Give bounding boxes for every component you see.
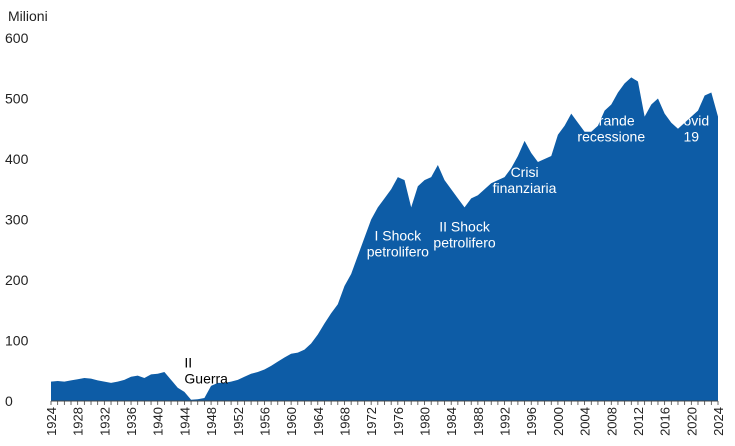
- event-annotation: Covid 19: [673, 113, 709, 145]
- x-tick-label: 2020: [684, 407, 699, 436]
- event-annotation: Crisi finanziaria: [493, 164, 557, 196]
- y-tick-label: 400: [5, 151, 29, 167]
- event-annotation: II Guerra: [184, 355, 228, 387]
- x-tick-label: 2012: [631, 407, 646, 436]
- y-axis-unit-label: Milioni: [8, 8, 48, 24]
- x-tick-label: 2004: [578, 407, 593, 436]
- y-axis: 0 100 200 300 400 500 600: [5, 30, 29, 409]
- event-annotation: II Shock petrolifero: [433, 219, 495, 251]
- x-tick-label: 1968: [337, 407, 352, 436]
- x-tick-label: 1992: [498, 407, 513, 436]
- x-tick-label: 1924: [44, 407, 59, 436]
- x-tick-label: 1988: [471, 407, 486, 436]
- x-tick-label: 2024: [711, 407, 726, 436]
- y-tick-label: 0: [5, 393, 13, 409]
- plot-area: [51, 77, 718, 401]
- series-area: [51, 77, 718, 401]
- x-tick-label: 2000: [551, 407, 566, 436]
- x-tick-label: 1964: [311, 407, 326, 436]
- x-tick-label: 1980: [418, 407, 433, 436]
- x-tick-label: 1952: [231, 407, 246, 436]
- x-tick-label: 1976: [391, 407, 406, 436]
- x-tick-label: 1984: [444, 407, 459, 436]
- y-tick-label: 600: [5, 30, 29, 46]
- x-tick-label: 1940: [151, 407, 166, 436]
- y-tick-label: 500: [5, 91, 29, 107]
- x-tick-label: 1972: [364, 407, 379, 436]
- x-tick-label: 1928: [71, 407, 86, 436]
- y-tick-label: 200: [5, 272, 29, 288]
- x-tick-label: 1996: [524, 407, 539, 436]
- x-axis: 1924 1928 1932 1936 1940 1944 1948 1952 1956 1960…: [44, 400, 726, 436]
- event-annotation: Grande recessione: [577, 113, 645, 145]
- x-tick-label: 1956: [257, 407, 272, 436]
- x-tick-label: 1948: [204, 407, 219, 436]
- x-tick-label: 1960: [284, 407, 299, 436]
- y-tick-label: 300: [5, 212, 29, 228]
- y-tick-label: 100: [5, 333, 29, 349]
- event-annotation: I Shock petrolifero: [367, 228, 429, 260]
- x-tick-label: 1932: [97, 407, 112, 436]
- x-tick-label: 2016: [658, 407, 673, 436]
- x-tick-label: 1936: [124, 407, 139, 436]
- x-tick-label: 1944: [177, 407, 192, 436]
- x-tick-label: 2008: [604, 407, 619, 436]
